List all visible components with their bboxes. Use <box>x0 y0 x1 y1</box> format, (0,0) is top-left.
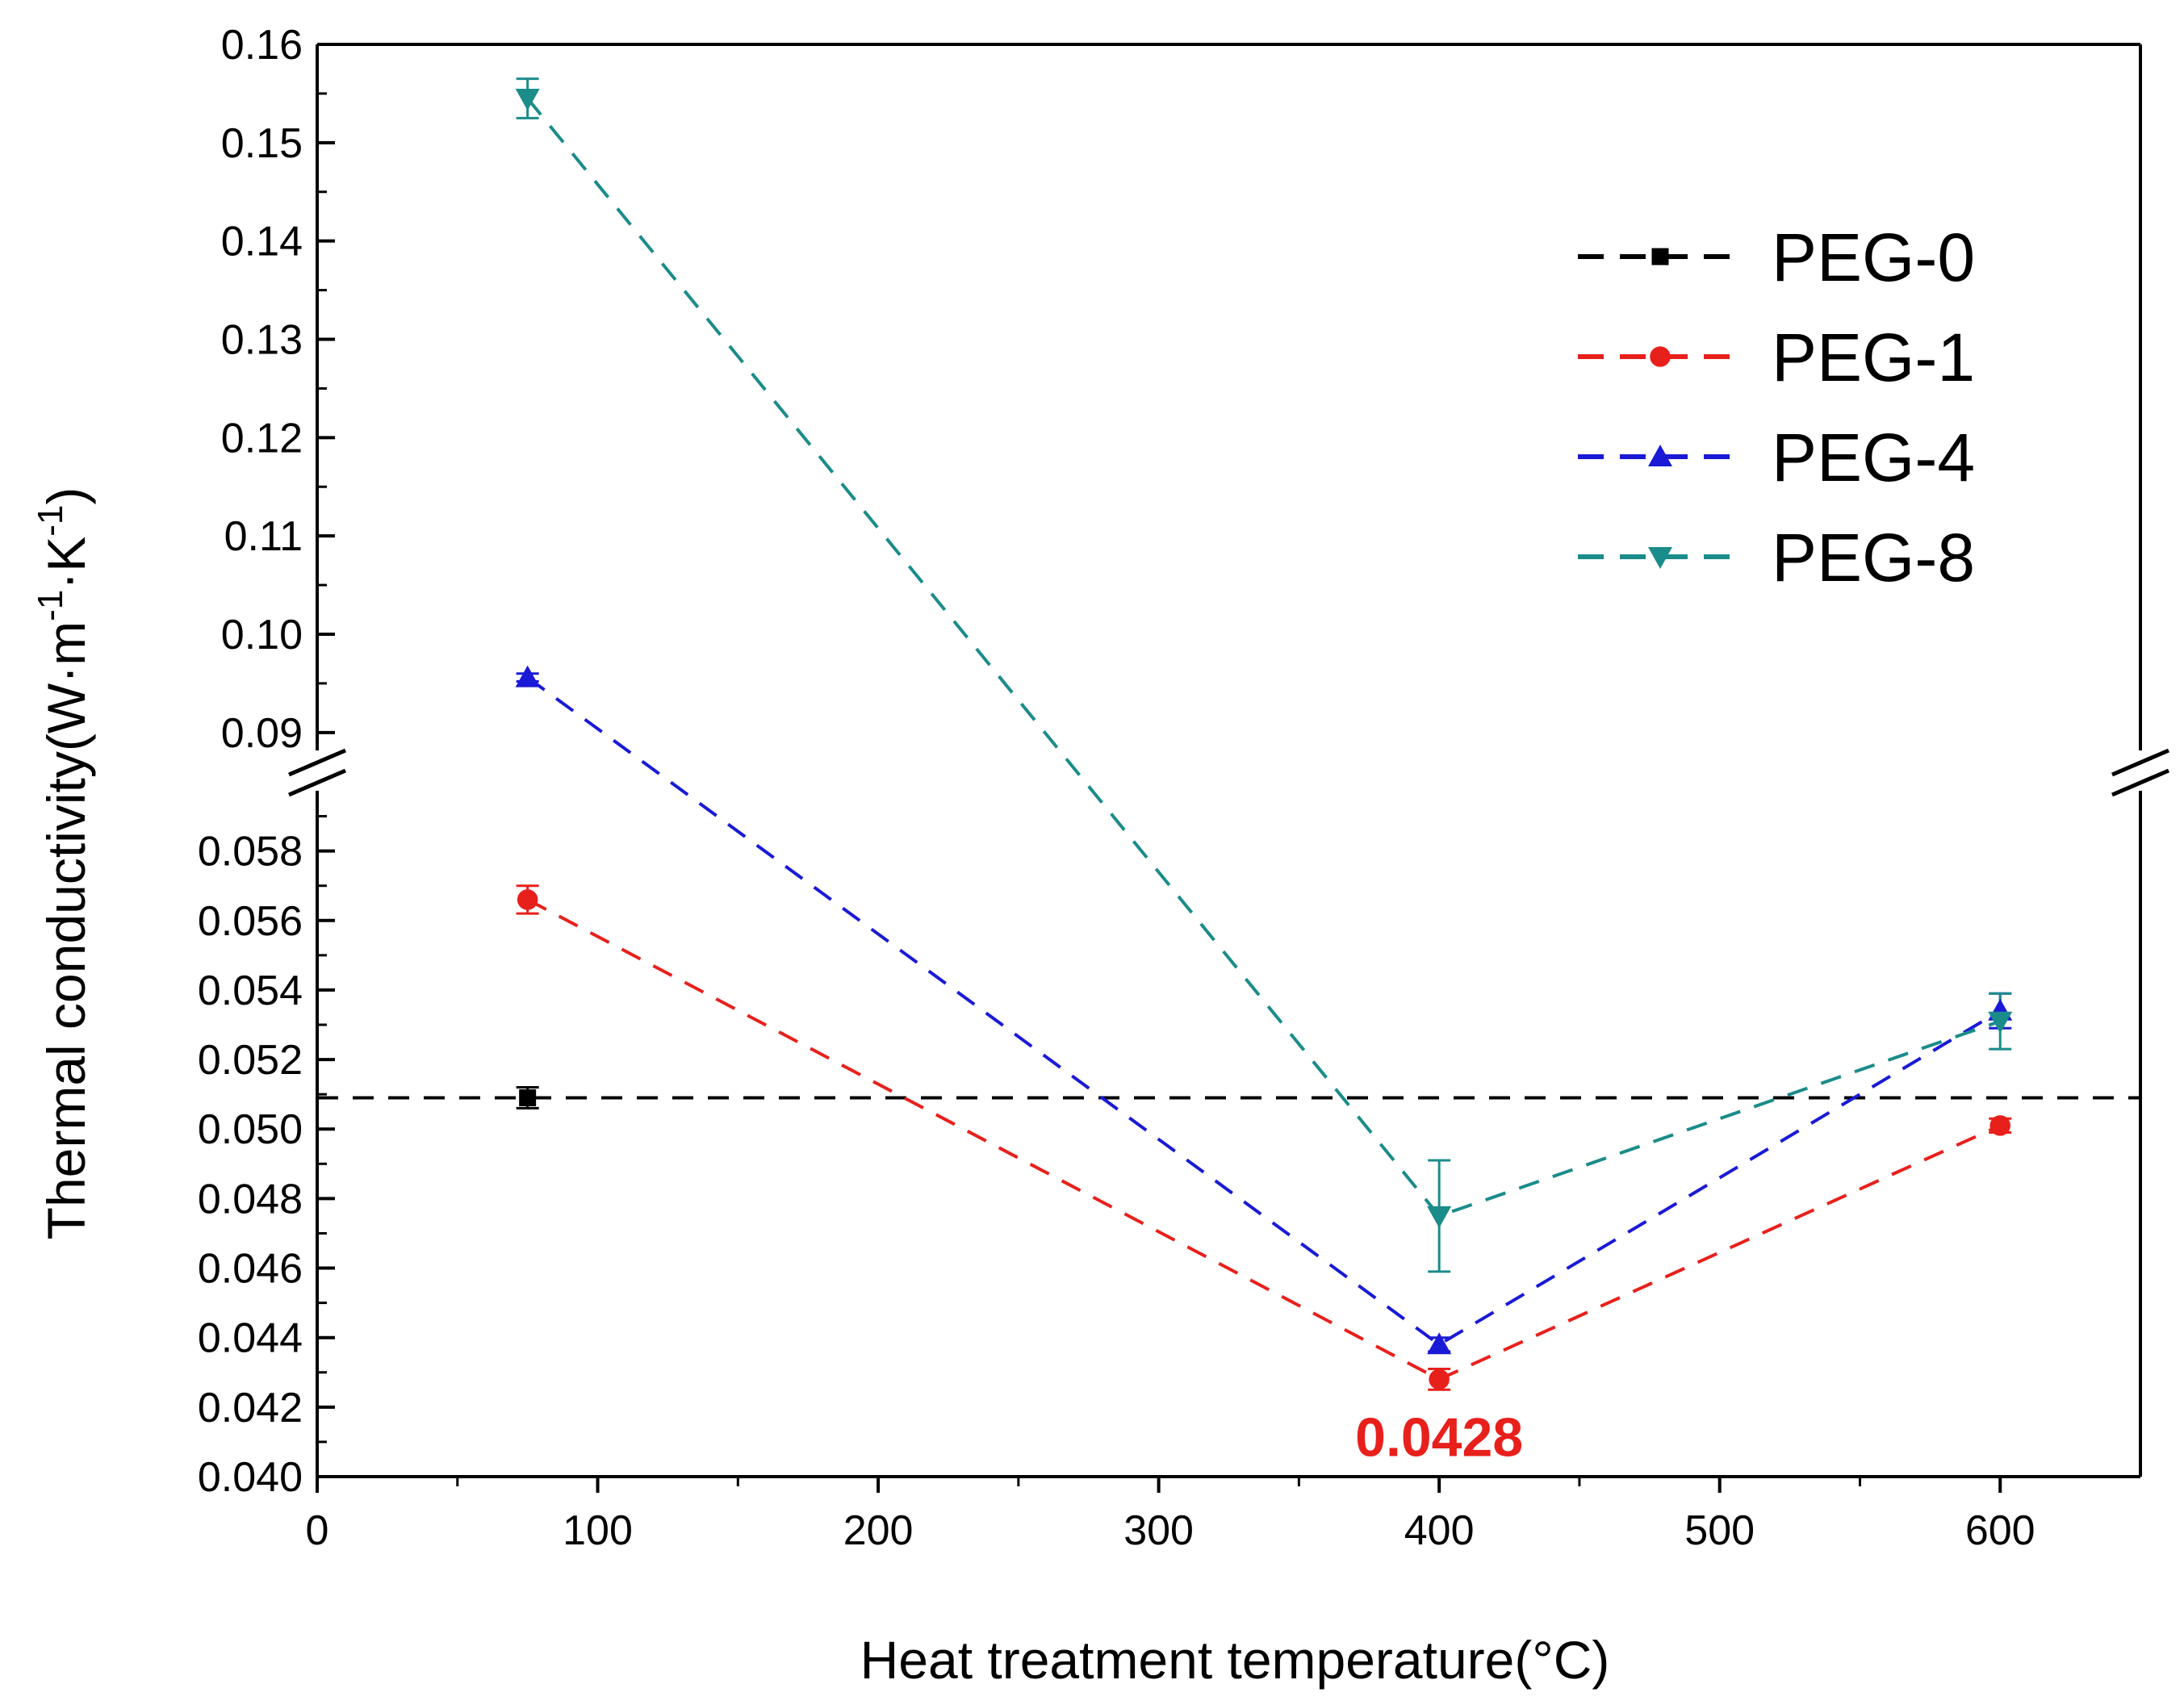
y-tick-label: 0.042 <box>198 1385 303 1431</box>
y-tick-label: 0.09 <box>221 710 303 757</box>
peg-1-legend-label: PEG-1 <box>1772 320 1975 395</box>
y-tick-label: 0.054 <box>198 967 303 1014</box>
peg-8-legend-label: PEG-8 <box>1772 520 1975 595</box>
x-tick-label: 0 <box>306 1507 329 1554</box>
y-tick-label: 0.10 <box>221 612 303 658</box>
y-tick-label: 0.14 <box>221 219 303 265</box>
break-mark <box>2111 768 2169 797</box>
y-tick-label: 0.044 <box>198 1315 303 1362</box>
peg-1-point <box>1989 1115 2010 1136</box>
break-mark <box>2111 748 2169 777</box>
legend: PEG-0 PEG-1 PEG-4 PEG-8 <box>1578 219 1975 595</box>
y-axis-title: Thermal conductivity(W·m-1·K-1) <box>31 487 96 1240</box>
axis-break-marks <box>288 748 2169 797</box>
x-tick-label: 100 <box>563 1507 633 1554</box>
peg-4-line <box>526 675 2002 1347</box>
y-tick-label: 0.12 <box>221 415 303 462</box>
x-axis-ticks: 0 100 200 300 400 500 600 <box>306 1477 2035 1554</box>
y-axis-ticks: 0.040 0.042 0.044 0.046 0.048 0.050 0.052 0.054… <box>198 22 335 1501</box>
x-tick-label: 500 <box>1684 1507 1755 1554</box>
y-tick-label: 0.16 <box>221 22 303 69</box>
peg-8-point <box>515 89 540 111</box>
peg-1-legend-marker <box>1650 346 1671 367</box>
y-tick-label: 0.13 <box>221 316 303 363</box>
x-tick-label: 200 <box>843 1507 914 1554</box>
min-value-annotation: 0.0428 <box>1355 1406 1523 1468</box>
peg-0-legend-marker <box>1651 248 1669 265</box>
y-tick-label: 0.048 <box>198 1176 303 1222</box>
peg-8-line <box>526 97 2001 1218</box>
peg-0-legend-label: PEG-0 <box>1772 219 1975 295</box>
peg-8-legend-marker <box>1648 547 1672 569</box>
peg-0-point <box>519 1089 537 1106</box>
peg-8-point <box>1427 1206 1452 1228</box>
plot-frame <box>316 43 2142 1478</box>
data-markers <box>515 89 2013 1390</box>
x-axis-title: Heat treatment temperature(°C) <box>860 1630 1610 1690</box>
x-tick-label: 400 <box>1404 1507 1475 1554</box>
x-tick-label: 300 <box>1123 1507 1194 1554</box>
y-tick-label: 0.046 <box>198 1246 303 1293</box>
peg-1-point <box>517 889 538 910</box>
peg-4-point <box>515 665 540 687</box>
y-tick-label: 0.058 <box>198 829 303 875</box>
break-mark <box>288 748 346 777</box>
y-tick-label: 0.11 <box>224 513 303 560</box>
y-tick-label: 0.050 <box>198 1106 303 1153</box>
peg-4-point <box>1427 1332 1452 1355</box>
y-tick-label: 0.040 <box>198 1454 303 1501</box>
peg-4-legend-marker <box>1648 445 1672 466</box>
y-tick-label: 0.056 <box>198 898 303 945</box>
peg-4-legend-label: PEG-4 <box>1772 420 1975 495</box>
break-mark <box>288 768 346 797</box>
y-tick-label: 0.15 <box>221 120 303 167</box>
x-tick-label: 600 <box>1965 1507 2035 1554</box>
peg-8-point <box>1988 1011 2013 1034</box>
y-tick-label: 0.052 <box>198 1037 303 1084</box>
peg-1-point <box>1429 1369 1450 1390</box>
